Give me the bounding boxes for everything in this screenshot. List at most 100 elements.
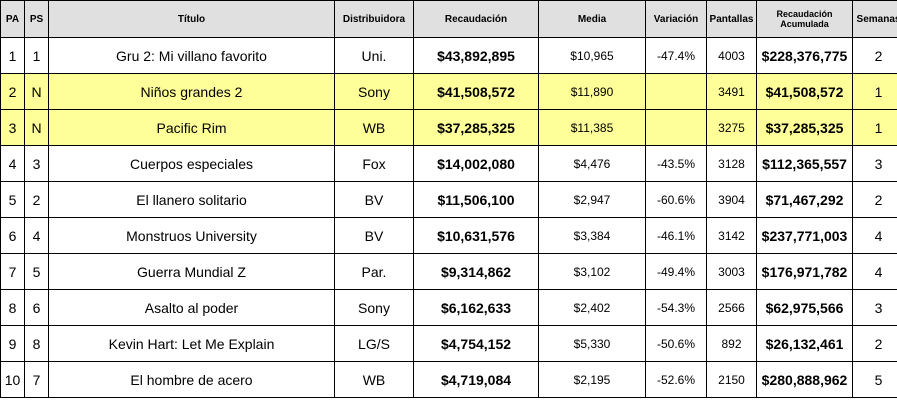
cell-recaudacion: $43,892,895 [413,37,539,74]
cell-recaudacion: $4,754,152 [413,325,539,362]
cell-acumulada: $228,376,775 [756,37,853,74]
cell-recaudacion: $10,631,576 [413,217,539,254]
header-semanas: Semanas [852,0,897,38]
cell-distribuidora: Sony [334,73,414,110]
cell-media: $11,385 [538,109,646,146]
header-row: PA PS Título Distribuidora Recaudación M… [0,0,897,38]
cell-distribuidora: WB [334,361,414,398]
cell-variacion: -43.5% [645,145,707,182]
header-media: Media [538,0,646,38]
cell-semanas: 3 [852,145,897,182]
cell-pantallas: 3003 [706,253,757,290]
cell-variacion [645,73,707,110]
cell-acumulada: $176,971,782 [756,253,853,290]
cell-pa: 2 [0,73,25,110]
cell-titulo: Kevin Hart: Let Me Explain [48,325,335,362]
cell-pa: 10 [0,361,25,398]
cell-semanas: 2 [852,325,897,362]
cell-pantallas: 2566 [706,289,757,326]
cell-distribuidora: BV [334,217,414,254]
header-acumulada-line1: Recaudación [776,9,833,19]
cell-variacion: -60.6% [645,181,707,218]
cell-semanas: 4 [852,253,897,290]
cell-media: $11,890 [538,73,646,110]
cell-ps: 1 [24,37,49,74]
cell-acumulada: $237,771,003 [756,217,853,254]
cell-ps: 2 [24,181,49,218]
cell-titulo: El llanero solitario [48,181,335,218]
cell-recaudacion: $6,162,633 [413,289,539,326]
cell-media: $5,330 [538,325,646,362]
cell-titulo: Niños grandes 2 [48,73,335,110]
cell-acumulada: $280,888,962 [756,361,853,398]
cell-distribuidora: Uni. [334,37,414,74]
cell-titulo: El hombre de acero [48,361,335,398]
table-row: 10 7 El hombre de acero WB $4,719,084 $2,195-… [0,361,897,398]
table-row: 1 1 Gru 2: Mi villano favorito Uni. $43,892,… [0,37,897,74]
table-row: 6 4 Monstruos University BV $10,631,576 $3,38… [0,217,897,254]
cell-pa: 4 [0,145,25,182]
cell-distribuidora: WB [334,109,414,146]
cell-media: $3,384 [538,217,646,254]
header-ps: PS [24,0,49,38]
table-row: 3 N Pacific Rim WB $37,285,325 $11,385 3275 $37… [0,109,897,146]
cell-semanas: 5 [852,361,897,398]
cell-recaudacion: $4,719,084 [413,361,539,398]
cell-pa: 7 [0,253,25,290]
cell-recaudacion: $37,285,325 [413,109,539,146]
cell-acumulada: $112,365,557 [756,145,853,182]
header-variacion: Variación [645,0,707,38]
cell-pa: 6 [0,217,25,254]
cell-recaudacion: $9,314,862 [413,253,539,290]
cell-variacion: -50.6% [645,325,707,362]
cell-acumulada: $71,467,292 [756,181,853,218]
cell-variacion: -47.4% [645,37,707,74]
cell-semanas: 1 [852,73,897,110]
cell-ps: 8 [24,325,49,362]
table-row: 5 2 El llanero solitario BV $11,506,100 $2,94… [0,181,897,218]
cell-ps: N [24,73,49,110]
cell-ps: 6 [24,289,49,326]
cell-recaudacion: $11,506,100 [413,181,539,218]
cell-ps: 4 [24,217,49,254]
cell-titulo: Gru 2: Mi villano favorito [48,37,335,74]
cell-variacion: -54.3% [645,289,707,326]
cell-pa: 8 [0,289,25,326]
cell-pantallas: 2150 [706,361,757,398]
cell-acumulada: $62,975,566 [756,289,853,326]
cell-ps: 7 [24,361,49,398]
header-pantallas: Pantallas [706,0,757,38]
cell-pantallas: 3491 [706,73,757,110]
cell-media: $10,965 [538,37,646,74]
table-header: PA PS Título Distribuidora Recaudación M… [0,0,897,38]
header-recaudacion: Recaudación [413,0,539,38]
cell-pantallas: 3904 [706,181,757,218]
header-pa: PA [0,0,25,38]
table-body: 1 1 Gru 2: Mi villano favorito Uni. $43,892,… [0,37,897,398]
header-titulo: Título [48,0,335,38]
cell-semanas: 2 [852,37,897,74]
cell-variacion [645,109,707,146]
cell-ps: 3 [24,145,49,182]
cell-acumulada: $26,132,461 [756,325,853,362]
header-acumulada-line2: Acumulada [780,19,829,29]
cell-pantallas: 4003 [706,37,757,74]
header-distribuidora: Distribuidora [334,0,414,38]
cell-recaudacion: $14,002,080 [413,145,539,182]
cell-distribuidora: Sony [334,289,414,326]
table-row: 8 6 Asalto al poder Sony $6,162,633 $2,402 -54… [0,289,897,326]
cell-pantallas: 3142 [706,217,757,254]
cell-ps: 5 [24,253,49,290]
cell-acumulada: $41,508,572 [756,73,853,110]
table-row: 9 8 Kevin Hart: Let Me Explain LG/S $4,754,1… [0,325,897,362]
cell-titulo: Pacific Rim [48,109,335,146]
cell-semanas: 4 [852,217,897,254]
cell-titulo: Asalto al poder [48,289,335,326]
cell-pa: 5 [0,181,25,218]
cell-ps: N [24,109,49,146]
cell-pantallas: 3275 [706,109,757,146]
cell-semanas: 2 [852,181,897,218]
cell-distribuidora: Fox [334,145,414,182]
header-acumulada: Recaudación Acumulada [756,0,853,38]
cell-titulo: Monstruos University [48,217,335,254]
